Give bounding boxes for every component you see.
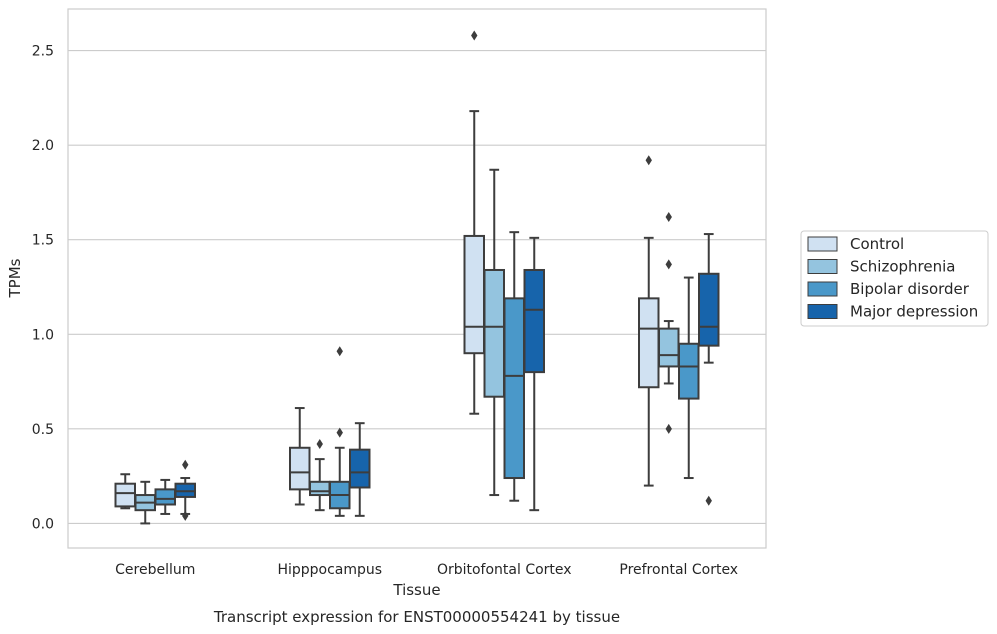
legend: Control Schizophrenia Bipolar disorder Majo… xyxy=(800,230,989,327)
legend-swatch xyxy=(807,304,838,319)
box-iqr xyxy=(698,272,720,347)
outlier-point xyxy=(182,459,189,470)
outlier-point xyxy=(705,495,712,506)
legend-label: Major depression xyxy=(850,303,978,321)
x-axis-ticks: Cerebellum Hipppocampus Orbitofontal Corte… xyxy=(115,562,738,578)
legend-swatch xyxy=(807,281,838,297)
box-iqr xyxy=(289,446,311,491)
box-iqr xyxy=(678,342,700,400)
x-tick-label: Prefrontal Cortex xyxy=(619,562,738,578)
legend-label: Control xyxy=(850,235,904,253)
outlier-point xyxy=(182,510,189,521)
outlier-point xyxy=(665,423,672,434)
box-iqr xyxy=(309,480,331,497)
y-tick-label: 2.0 xyxy=(32,138,54,154)
y-axis-ticks: 0.0 0.5 1.0 1.5 2.0 2.5 xyxy=(32,44,54,533)
box-schizophrenia xyxy=(309,438,331,512)
box-schizophrenia xyxy=(483,168,505,497)
outlier-point xyxy=(336,346,343,357)
y-tick-label: 0.5 xyxy=(32,422,54,438)
box-iqr xyxy=(523,268,545,374)
box-iqr xyxy=(114,482,136,508)
x-axis-title: Tissue xyxy=(392,581,440,599)
gridlines xyxy=(68,50,766,524)
y-tick-label: 1.0 xyxy=(32,327,54,343)
box-major-depression xyxy=(349,422,371,517)
box-iqr xyxy=(463,234,485,355)
legend-label: Schizophrenia xyxy=(850,258,955,276)
outlier-point xyxy=(471,30,478,41)
y-tick-label: 0.0 xyxy=(32,516,54,532)
box-major-depression xyxy=(698,233,720,506)
box-major-depression xyxy=(174,459,196,521)
box-iqr xyxy=(658,327,680,368)
outlier-point xyxy=(665,259,672,270)
legend-label: Bipolar disorder xyxy=(850,280,970,298)
box-bipolar-disorder xyxy=(503,231,525,502)
box-iqr xyxy=(503,297,525,480)
box-iqr xyxy=(483,268,505,398)
plot-frame xyxy=(67,8,767,549)
legend-swatch xyxy=(807,236,838,252)
box-iqr xyxy=(349,448,371,489)
box-plot-area xyxy=(114,30,720,525)
box-control xyxy=(114,473,136,510)
legend-frame xyxy=(800,230,989,327)
box-control xyxy=(289,407,311,506)
legend-swatch xyxy=(807,259,838,274)
x-tick-label: Hipppocampus xyxy=(277,562,382,578)
y-tick-label: 1.5 xyxy=(32,233,54,249)
outlier-point xyxy=(316,438,323,449)
y-tick-label: 2.5 xyxy=(32,44,54,60)
box-bipolar-disorder xyxy=(154,478,176,515)
x-tick-label: Cerebellum xyxy=(115,562,195,578)
outlier-point xyxy=(336,427,343,438)
box-control xyxy=(638,155,660,487)
chart-caption: Transcript expression for ENST0000055424… xyxy=(213,608,620,626)
box-bipolar-disorder xyxy=(678,276,700,480)
box-control xyxy=(463,30,485,415)
legend-items: Control Schizophrenia Bipolar disorder Majo… xyxy=(807,235,978,321)
box-iqr xyxy=(638,297,660,389)
box-schizophrenia xyxy=(134,480,156,525)
x-tick-label: Orbitofontal Cortex xyxy=(437,562,572,578)
box-iqr xyxy=(154,488,176,506)
outlier-point xyxy=(665,212,672,223)
box-major-depression xyxy=(523,236,545,512)
box-schizophrenia xyxy=(658,212,680,434)
y-axis-title: TPMs xyxy=(6,258,24,298)
box-bipolar-disorder xyxy=(329,346,351,517)
outlier-point xyxy=(645,155,652,166)
